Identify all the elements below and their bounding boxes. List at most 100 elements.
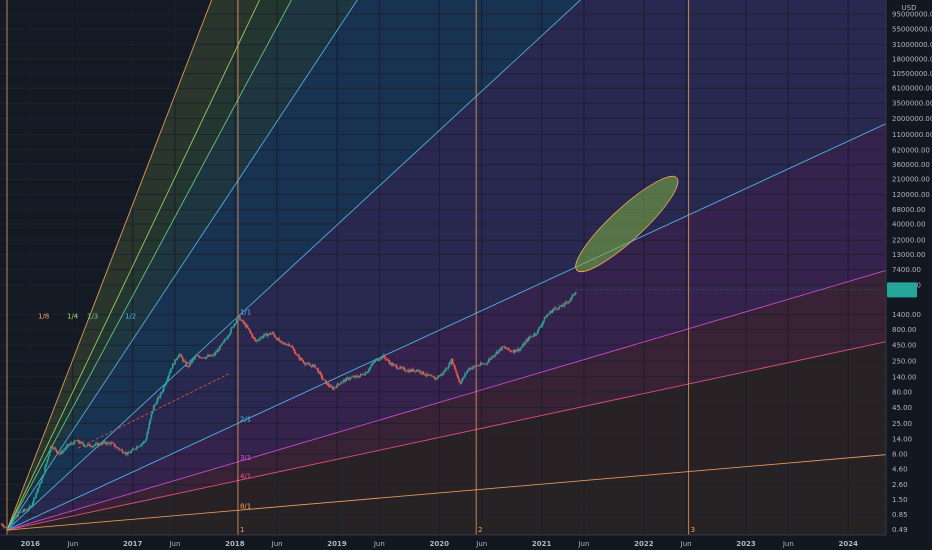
candle-body [381,356,383,359]
candle-body [524,341,527,345]
currency-label: USD [902,4,917,12]
candle-body [423,374,426,376]
candle-body [59,451,62,455]
candle-body [159,393,162,398]
candle-body [467,368,470,371]
candle-body [72,443,74,445]
candle-body [484,363,486,365]
candle-body [285,344,287,346]
candle-body [332,387,334,390]
candle-body [330,385,333,388]
candle-body [302,361,305,364]
candle-body [560,304,563,307]
candle-body [373,361,376,363]
candle-body [151,410,154,414]
candle-body [315,367,317,369]
candle-body [38,483,41,488]
candle-body [110,442,112,445]
candle-body [234,322,237,324]
fan-label-1-1: 1/1 [240,309,251,317]
candle-body [559,306,561,308]
candle-body [343,379,345,381]
candle-body [438,375,441,377]
candle-body [531,336,533,338]
candle-body [422,371,425,375]
candle-body [77,439,80,443]
candle-body [262,335,265,338]
candle-body [371,363,373,366]
candle-body [123,453,126,454]
candle-body [165,382,167,386]
candle-body [502,346,504,348]
candle-body [181,357,184,362]
candlestick-layer [0,291,577,532]
candle-body [248,327,250,330]
candle-body [436,377,438,379]
candle-body [267,334,269,337]
candle-body [482,363,484,365]
fan-line-4-1 [6,341,887,531]
time-tick-label: 2020 [429,540,449,548]
candle-body [538,327,540,330]
fan-label-8-1: 8/1 [240,502,251,510]
candle-body [65,446,68,449]
fan-line-1-1 [6,0,581,531]
candle-body [412,369,415,372]
candle-body [229,333,231,336]
candle-body [542,320,545,324]
candle-body [279,340,282,342]
candle-body [75,441,78,442]
candle-body [168,373,171,376]
candle-body [383,354,386,358]
candle-body [147,429,149,434]
candle-body [226,336,229,339]
candle-body [289,345,292,347]
candle-body [328,385,331,387]
candle-body [569,299,572,302]
candle-body [411,369,414,372]
candle-body [216,349,219,353]
candle-body [212,354,214,356]
candle-body [246,325,249,328]
time-axis[interactable]: 2016 Jun 2017 Jun 2018 Jun 2019 Jun 2020 Jun 2021 J… [20,540,858,548]
candle-body [80,441,82,444]
candle-body [206,355,209,357]
candle-body [475,365,477,367]
candle-body [184,360,186,363]
candle-body [530,336,532,338]
time-tick-label: 2023 [736,540,756,548]
candle-body [120,449,123,451]
candle-body [557,309,559,310]
candle-body [420,372,423,374]
candle-body [117,447,119,449]
candle-body [124,452,127,454]
candle-body [280,340,283,343]
candle-body [194,356,196,359]
candle-body [311,365,314,368]
candle-body [99,443,101,445]
candle-body [5,526,7,528]
candle-body [1,524,4,526]
time-tick-label: Jun [577,540,589,548]
candle-body [73,440,75,445]
candle-body [529,336,531,338]
candle-body [324,379,326,381]
candle-body [401,367,404,369]
candle-body [432,376,435,378]
candle-body [361,373,363,375]
candle-body [278,338,280,342]
candle-body [251,333,254,338]
candle-body [145,439,147,442]
price-tick-label: 120000.00 [892,191,930,199]
candle-body [338,384,341,385]
candle-body [30,505,33,507]
candle-body [466,370,469,374]
candle-body [297,354,299,356]
price-axis[interactable]: 95000000.00 55000000.00 31000000.00 1800000… [892,11,932,534]
candle-body [15,516,17,519]
current-price-badge [887,282,917,298]
candle-body [156,399,158,404]
candle-body [180,354,183,358]
candle-body [388,359,390,362]
